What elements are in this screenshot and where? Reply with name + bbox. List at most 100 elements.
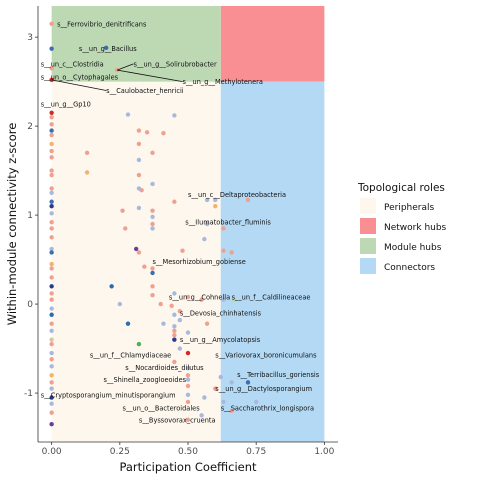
point-label-16: s__Variovorax_boronicumulans <box>215 351 317 359</box>
data-point-55 <box>84 150 90 156</box>
legend-label-1: Network hubs <box>384 223 447 233</box>
data-point-110 <box>172 359 177 365</box>
data-point-32 <box>49 321 54 326</box>
region-1 <box>220 6 325 82</box>
x-tick-label-4: 1.00 <box>314 447 334 457</box>
y-tick-label-2: 1 <box>27 211 33 221</box>
data-point-94 <box>158 301 163 307</box>
data-point-10 <box>49 148 54 154</box>
data-point-14 <box>49 186 54 191</box>
data-point-34 <box>49 337 54 342</box>
point-label-18: s__Terribacillus_goriensis <box>237 371 320 379</box>
data-point-18 <box>49 211 54 216</box>
data-point-23 <box>49 250 54 255</box>
data-point-64 <box>150 208 155 213</box>
data-point-38 <box>49 364 54 369</box>
data-point-77 <box>133 246 139 252</box>
data-point-48 <box>125 112 131 117</box>
legend-swatch-0 <box>360 198 376 214</box>
data-point-98 <box>177 317 183 323</box>
data-point-6 <box>49 122 54 127</box>
point-label-9: s__Ilumatobacter_fluminis <box>185 219 271 227</box>
data-point-67 <box>172 199 177 204</box>
data-point-126 <box>185 417 191 422</box>
data-point-103 <box>185 330 191 335</box>
data-point-95 <box>169 303 174 309</box>
point-label-6: s__Caulobacter_henricii <box>106 87 184 95</box>
data-point-24 <box>49 261 54 267</box>
data-point-72 <box>204 221 210 227</box>
data-point-41 <box>49 386 54 391</box>
data-point-53 <box>136 141 142 147</box>
legend-title: Topological roles <box>357 182 445 194</box>
data-point-83 <box>150 266 155 271</box>
point-label-1: s__un_g__Bacillus <box>79 45 137 53</box>
data-point-85 <box>150 284 155 289</box>
data-point-15 <box>49 190 54 196</box>
x-axis-label: Participation Coefficient <box>119 460 257 474</box>
point-label-22: s__un_o__Bacteroidales <box>123 405 201 413</box>
data-point-108 <box>177 346 183 351</box>
data-point-35 <box>49 341 54 347</box>
region-2 <box>51 6 221 82</box>
data-point-63 <box>136 205 142 211</box>
point-label-10: s__Mesorhizobium_gobiense <box>153 258 246 266</box>
data-point-93 <box>117 301 123 307</box>
point-label-5: s__un_g__Methylotenera <box>183 78 263 86</box>
data-point-11 <box>49 155 54 160</box>
data-point-46 <box>103 45 109 51</box>
point-label-15: s__un_f__Chlamydiaceae <box>90 351 171 359</box>
data-point-124 <box>253 399 259 405</box>
legend-label-2: Module hubs <box>384 243 442 253</box>
region-0 <box>51 81 221 442</box>
point-label-17: s__Nocardioides_dilutus <box>125 364 204 372</box>
point-label-24: s__Byssovorax_cruenta <box>139 416 216 424</box>
data-point-82 <box>142 264 147 269</box>
y-tick-label-3: 2 <box>27 122 33 132</box>
x-tick-label-3: 0.75 <box>246 447 266 457</box>
data-point-19 <box>49 220 54 225</box>
point-label-3: s__un_c__Clostridia <box>41 60 104 68</box>
data-point-50 <box>144 130 150 135</box>
data-point-25 <box>49 266 54 271</box>
data-point-56 <box>136 157 142 163</box>
data-point-49 <box>136 128 142 133</box>
data-point-37 <box>49 357 54 362</box>
data-point-61 <box>136 186 142 191</box>
point-label-8: s__un_c__Deltaproteobacteria <box>188 191 286 199</box>
data-point-114 <box>185 383 191 389</box>
data-point-109 <box>185 350 191 356</box>
data-point-74 <box>150 226 155 231</box>
chart-label-leaders <box>51 63 183 91</box>
point-label-19: s__Shinella_zoogloeoides <box>103 376 186 384</box>
data-point-51 <box>161 131 166 136</box>
point-label-13: s__Devosia_chinhatensis <box>180 309 262 317</box>
data-point-45 <box>49 422 54 427</box>
chart-points <box>49 21 259 427</box>
data-point-122 <box>221 399 226 405</box>
x-tick-label-1: 0.25 <box>110 447 130 457</box>
data-point-26 <box>49 275 54 280</box>
data-point-123 <box>229 408 234 414</box>
legend-swatch-1 <box>360 218 376 234</box>
data-point-7 <box>49 128 54 133</box>
point-label-12: s__un_f__Caldilineaceae <box>232 293 311 301</box>
data-point-44 <box>49 410 54 415</box>
point-label-21: s__Cryptosporangium_minutisporangium <box>41 391 176 399</box>
y-tick-label-0: -1 <box>24 389 33 399</box>
y-tick-label-4: 3 <box>27 33 33 43</box>
data-point-102 <box>172 328 177 333</box>
data-point-106 <box>172 333 177 338</box>
data-point-80 <box>221 248 226 253</box>
data-point-20 <box>49 226 54 231</box>
data-point-69 <box>213 197 218 203</box>
data-point-92 <box>232 297 237 302</box>
x-tick-label-2: 0.50 <box>178 447 198 457</box>
data-point-76 <box>202 236 207 242</box>
data-point-30 <box>49 306 54 311</box>
data-point-9 <box>49 141 54 147</box>
chart-point-labels: s__Ferrovibrio_denitrificans s__un_g__Bac… <box>41 20 320 424</box>
data-point-31 <box>49 312 54 317</box>
data-point-12 <box>49 168 54 173</box>
